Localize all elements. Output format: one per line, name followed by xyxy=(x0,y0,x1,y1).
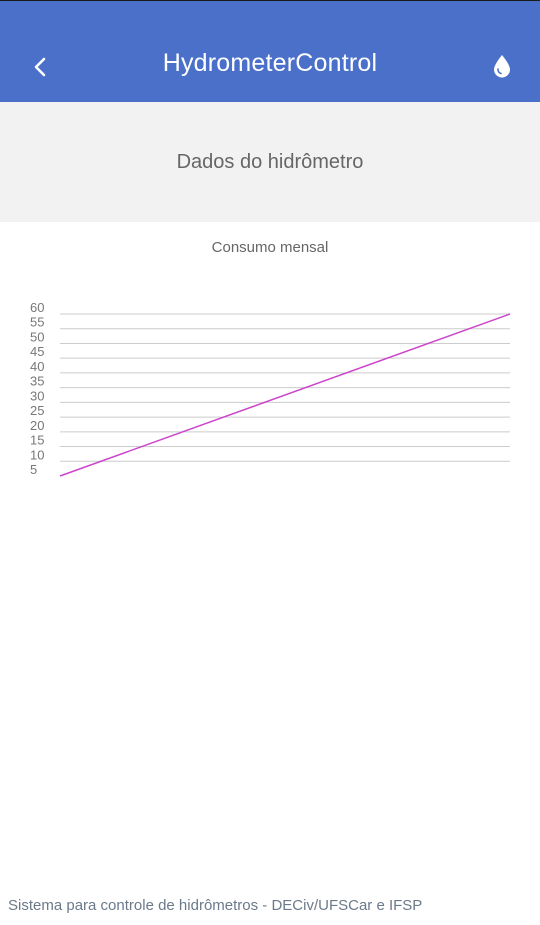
water-drop-icon xyxy=(494,55,510,78)
y-tick-label: 15 xyxy=(30,433,44,448)
y-tick-label: 35 xyxy=(30,374,44,389)
y-tick-label: 50 xyxy=(30,329,44,344)
water-drop-button[interactable] xyxy=(486,50,518,82)
footer-text: Sistema para controle de hidrômetros - D… xyxy=(8,897,423,914)
series-line xyxy=(59,313,511,477)
chevron-left-icon xyxy=(34,57,46,77)
y-tick-label: 20 xyxy=(30,418,44,433)
chart-title: Consumo mensal xyxy=(211,239,329,256)
y-tick-label: 5 xyxy=(30,462,37,477)
y-tick-label: 30 xyxy=(30,388,44,403)
section-header: Dados do hidrômetro xyxy=(0,102,540,222)
y-tick-label: 60 xyxy=(30,300,44,315)
y-tick-label: 45 xyxy=(30,344,44,359)
back-button[interactable] xyxy=(22,49,58,85)
y-tick-label: 10 xyxy=(30,447,44,462)
y-tick-label: 25 xyxy=(30,403,44,418)
app-title: HydrometerControl xyxy=(162,49,378,77)
y-tick-label: 55 xyxy=(30,315,44,330)
y-tick-label: 40 xyxy=(30,359,44,374)
section-title: Dados do hidrômetro xyxy=(176,150,364,173)
app-bar: HydrometerControl xyxy=(0,0,540,102)
